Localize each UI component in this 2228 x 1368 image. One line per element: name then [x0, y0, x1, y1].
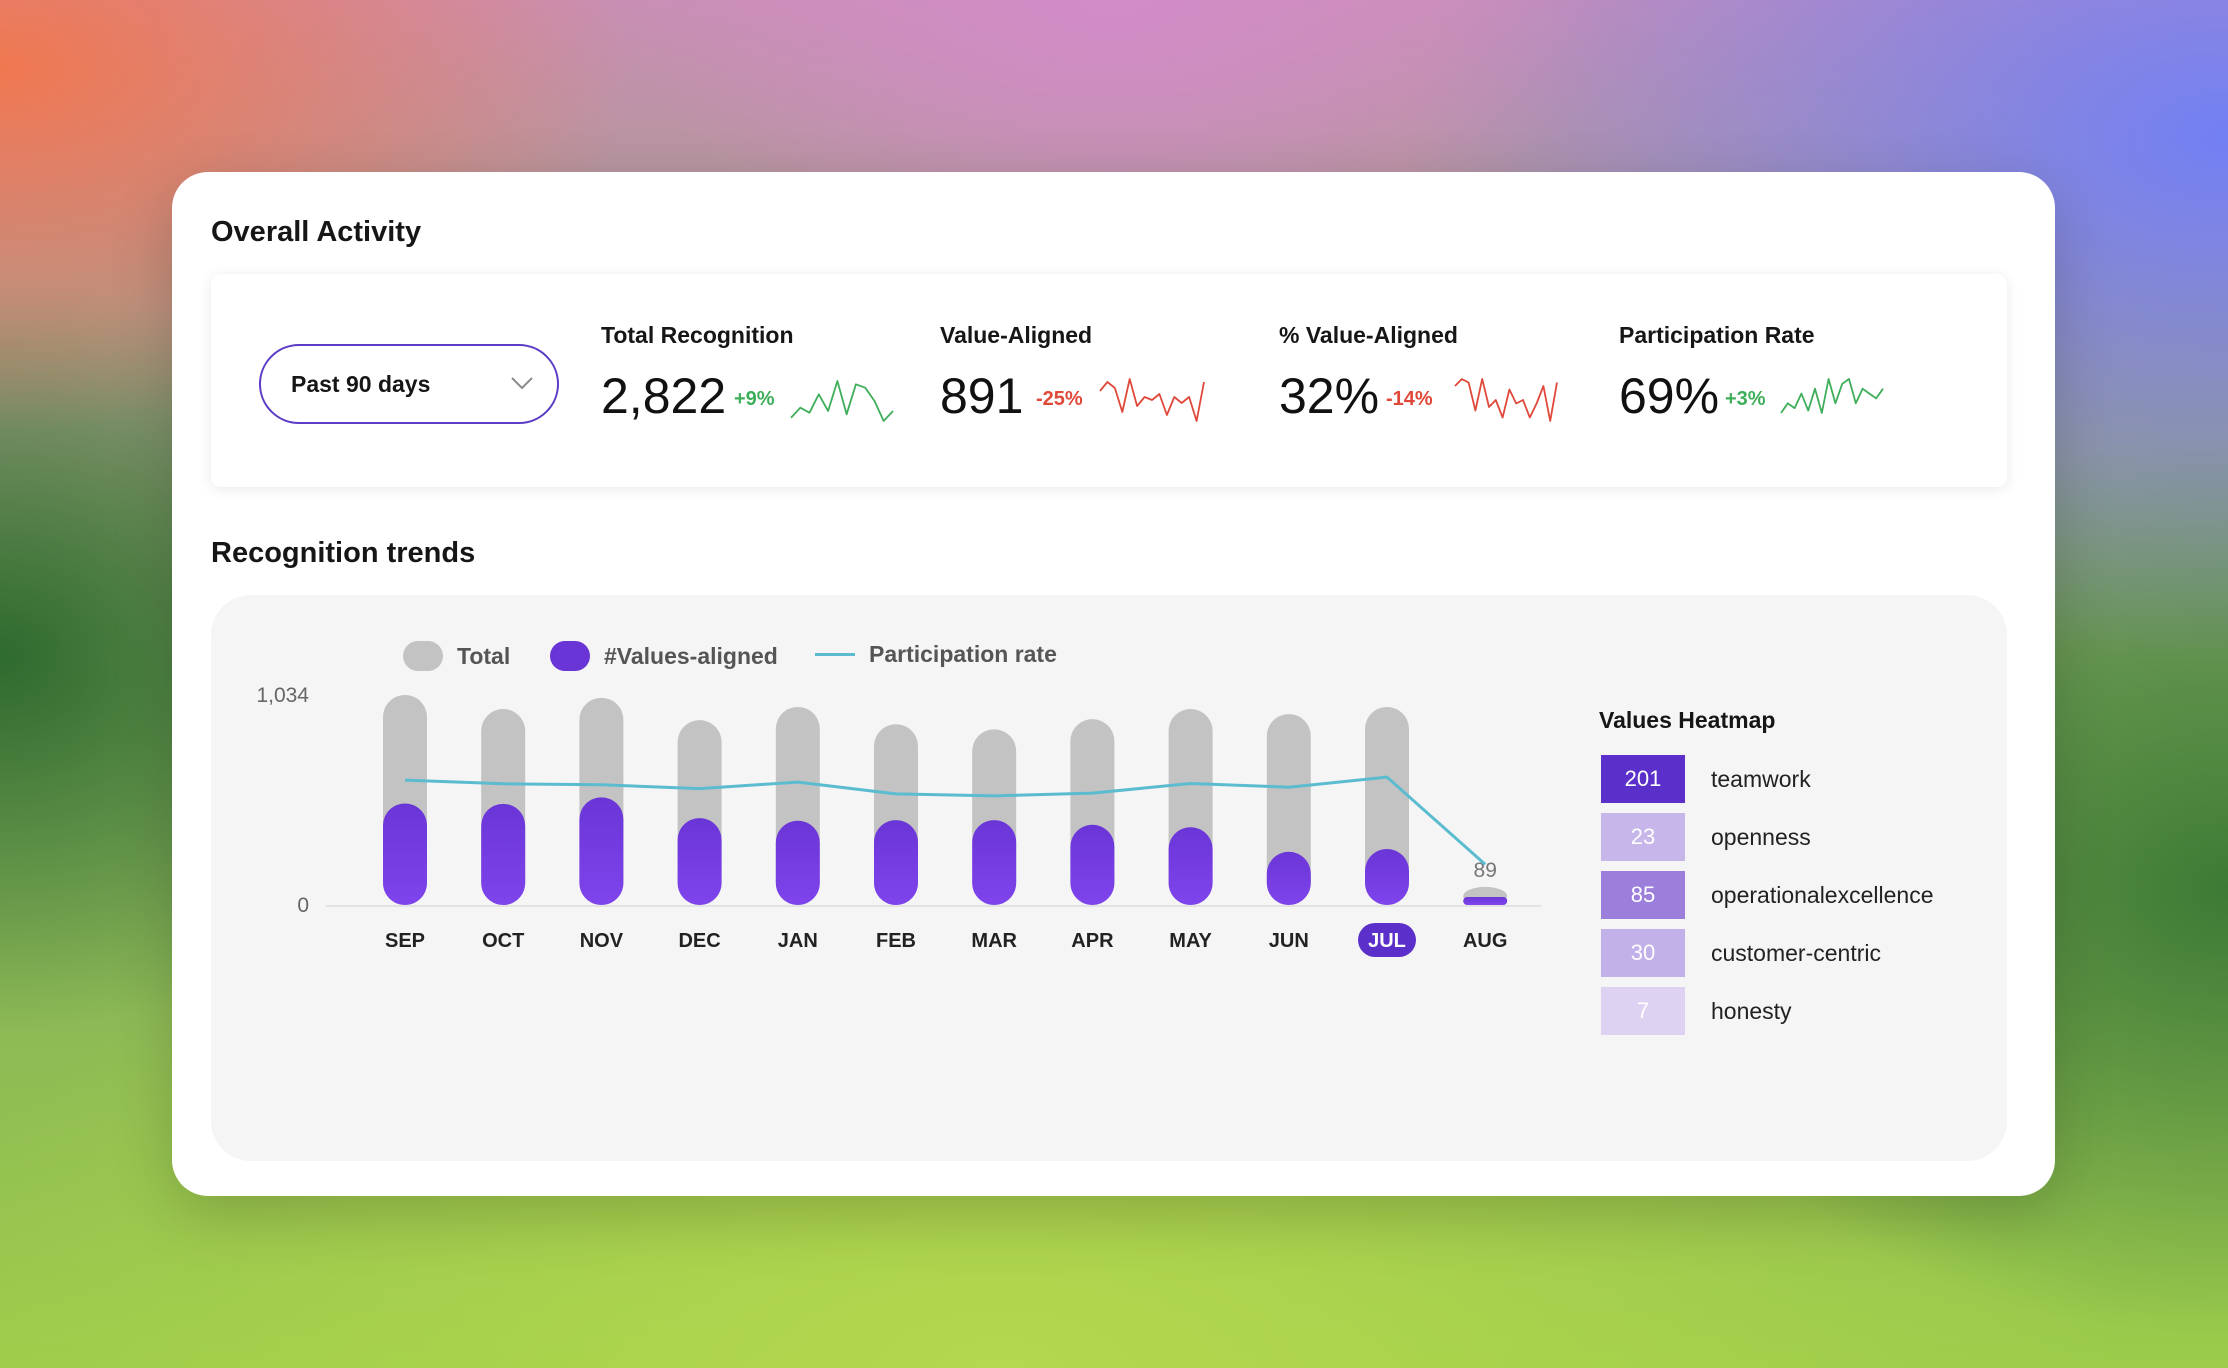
heatmap-label: operationalexcellence [1711, 881, 1934, 908]
bar-values-aligned[interactable] [1168, 827, 1213, 905]
heatmap-count: 30 [1601, 929, 1685, 977]
range-dropdown-value: Past 90 days [291, 370, 431, 397]
sparkline-path [1454, 378, 1558, 422]
kpi-label: Total Recognition [601, 322, 794, 348]
bar-values-aligned[interactable] [775, 820, 820, 905]
legend-swatch-total [403, 641, 443, 671]
kpi-label: Value-Aligned [940, 322, 1093, 348]
heatmap-count: 201 [1601, 755, 1685, 803]
kpi-value: 69% [1619, 368, 1720, 424]
kpi-delta: +9% [734, 388, 775, 410]
overall-activity-title: Overall Activity [211, 216, 422, 248]
bar-values-aligned[interactable] [383, 803, 427, 905]
kpi-label: Participation Rate [1619, 322, 1815, 348]
bar-values-aligned[interactable] [481, 803, 526, 905]
legend-item-total: Total [403, 641, 510, 671]
heatmap-row-customer-centric[interactable]: 30 customer-centric [1601, 929, 1881, 977]
kpi-participation-rate: Participation Rate 69% +3% [1619, 322, 1939, 452]
heatmap-count: 7 [1601, 987, 1685, 1035]
y-tick-label: 1,034 [256, 684, 309, 707]
heatmap-row-teamwork[interactable]: 201 teamwork [1601, 755, 1811, 803]
heatmap-row-openness[interactable]: 23 openness [1601, 813, 1811, 861]
heatmap-count: 85 [1601, 871, 1685, 919]
y-tick-label: 0 [297, 894, 309, 917]
data-label: 89 [1474, 859, 1497, 882]
x-tick-label[interactable]: MAR [971, 930, 1017, 952]
heatmap-label: teamwork [1711, 765, 1811, 792]
bar-values-aligned[interactable] [874, 820, 918, 905]
heatmap-row-honesty[interactable]: 7 honesty [1601, 987, 1792, 1035]
x-tick-label[interactable]: JAN [778, 930, 818, 952]
legend-label-participation-rate: Participation rate [869, 641, 1057, 667]
bar-values-aligned[interactable] [972, 820, 1017, 905]
sparkline-path [790, 380, 894, 422]
x-tick-label[interactable]: SEP [385, 930, 425, 952]
bar-values-aligned[interactable] [1365, 848, 1409, 905]
x-tick-label[interactable]: OCT [482, 930, 524, 952]
x-tick-label[interactable]: AUG [1463, 930, 1507, 952]
kpi-delta: -14% [1386, 388, 1433, 410]
kpi-value: 891 [940, 368, 1024, 424]
heatmap-count: 23 [1601, 813, 1685, 861]
sparkline-path [1780, 378, 1884, 414]
recognition-trends-panel: Total #Values-aligned Participation rate… [211, 595, 2007, 1161]
legend-item-values-aligned: #Values-aligned [550, 641, 778, 671]
kpi-label: % Value-Aligned [1279, 322, 1458, 348]
heatmap-label: honesty [1711, 997, 1792, 1024]
x-tick-label[interactable]: FEB [876, 930, 916, 952]
kpi-panel: Past 90 days Total Recognition 2,822 +9%… [211, 274, 2007, 487]
kpi-delta: +3% [1725, 388, 1766, 410]
x-tick-label[interactable]: APR [1071, 930, 1114, 952]
x-tick-label[interactable]: NOV [580, 930, 624, 952]
legend-label-values-aligned: #Values-aligned [604, 642, 778, 669]
range-dropdown[interactable]: Past 90 days [259, 344, 559, 424]
heatmap-row-operationalexcellence[interactable]: 85 operationalexcellence [1601, 871, 1934, 919]
chevron-down-icon [511, 377, 533, 390]
sparkline [1780, 378, 1884, 414]
legend-swatch-values-aligned [550, 641, 590, 671]
x-tick-label[interactable]: MAY [1169, 930, 1212, 952]
recognition-trends-chart: 1,034 0 SEP OCT NOV DEC JAN FEB MAR APR MAY JUN JUL A… [256, 684, 1541, 957]
sparkline [1454, 378, 1558, 422]
x-tick-label[interactable]: JUL [1368, 930, 1406, 952]
kpi-total-recognition: Total Recognition 2,822 +9% [601, 322, 921, 452]
bar-values-aligned[interactable] [1266, 851, 1311, 905]
values-heatmap-title: Values Heatmap [1599, 707, 1776, 733]
sparkline-path [1099, 378, 1205, 422]
kpi-value-aligned: Value-Aligned 891 -25% [940, 322, 1260, 452]
heatmap-label: customer-centric [1711, 939, 1881, 966]
x-tick-highlight [1358, 923, 1416, 957]
sparkline [1099, 378, 1205, 422]
legend-item-participation-rate: Participation rate [815, 641, 1057, 668]
overall-activity-card: Overall Activity Past 90 days Total Reco… [172, 172, 2055, 1196]
x-tick-label[interactable]: JUN [1269, 930, 1309, 952]
kpi-percent-value-aligned: % Value-Aligned 32% -14% [1279, 322, 1599, 452]
kpi-value: 2,822 [601, 368, 727, 424]
bar-values-aligned[interactable] [579, 797, 624, 905]
participation-rate-line [404, 775, 1487, 866]
bar-values-aligned[interactable] [1070, 824, 1115, 905]
legend-swatch-participation-rate [815, 653, 855, 656]
bar-values-aligned[interactable] [677, 818, 722, 905]
kpi-delta: -25% [1036, 388, 1083, 410]
kpi-value: 32% [1279, 368, 1380, 424]
recognition-trends-title: Recognition trends [211, 537, 476, 569]
heatmap-label: openness [1711, 823, 1811, 850]
x-tick-label[interactable]: DEC [678, 930, 720, 952]
sparkline [790, 380, 894, 422]
legend-label-total: Total [457, 642, 511, 669]
bar-values-aligned[interactable] [1463, 897, 1508, 905]
